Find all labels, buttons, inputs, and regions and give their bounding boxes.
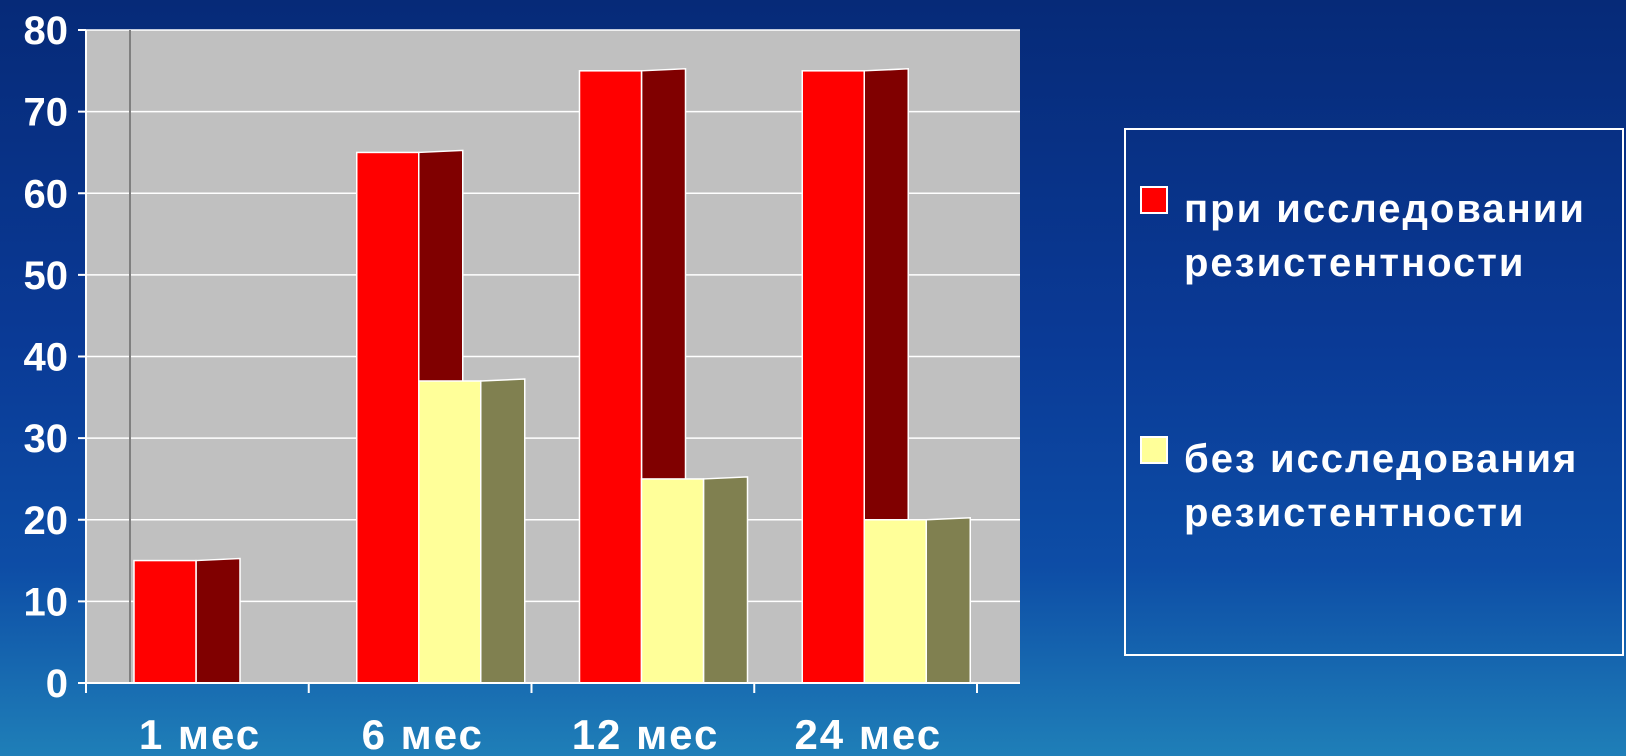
legend: при исследовании резистентности без иссл… — [1124, 128, 1624, 656]
bar-series-2-2 — [418, 380, 482, 684]
bar-series-1-4 — [801, 70, 865, 684]
bar-side-series-2-4 — [925, 516, 971, 684]
y-tick-label: 30 — [24, 417, 69, 461]
bar-series-1-3 — [578, 70, 643, 684]
y-tick-label: 10 — [24, 580, 69, 624]
y-axis-tick-labels: 0 10 20 30 40 50 60 70 80 — [24, 9, 69, 706]
y-tick-label: 50 — [24, 254, 69, 298]
x-axis-tick-labels: 1 мес 6 мес 12 мес 24 мес — [139, 711, 942, 756]
y-tick-label: 0 — [46, 662, 68, 706]
bar-series-2-3 — [640, 478, 705, 684]
legend-swatch-series-1 — [1140, 186, 1168, 214]
bar-side-series-1-1 — [195, 557, 241, 684]
y-tick-label: 60 — [24, 172, 69, 216]
y-tick-label: 80 — [24, 9, 69, 53]
bar-series-2-4 — [863, 519, 927, 684]
bar-series-1-1 — [133, 559, 197, 684]
x-tick-label: 12 мес — [572, 711, 720, 756]
y-tick-label: 40 — [24, 336, 69, 380]
axes — [78, 29, 1020, 693]
bar-side-series-2-3 — [702, 476, 749, 684]
legend-swatch-series-2 — [1140, 436, 1168, 464]
x-tick-label: 24 мес — [794, 711, 942, 756]
legend-label-series-1: при исследовании резистентности — [1184, 187, 1586, 285]
legend-label-series-2: без исследования резистентности — [1184, 437, 1579, 535]
x-tick-label: 1 мес — [139, 711, 261, 756]
y-tick-label: 70 — [24, 91, 69, 135]
bars — [133, 68, 971, 684]
y-tick-label: 20 — [24, 499, 69, 543]
x-tick-label: 6 мес — [362, 711, 484, 756]
bar-side-series-2-2 — [480, 378, 526, 684]
bar-series-1-2 — [356, 151, 420, 684]
